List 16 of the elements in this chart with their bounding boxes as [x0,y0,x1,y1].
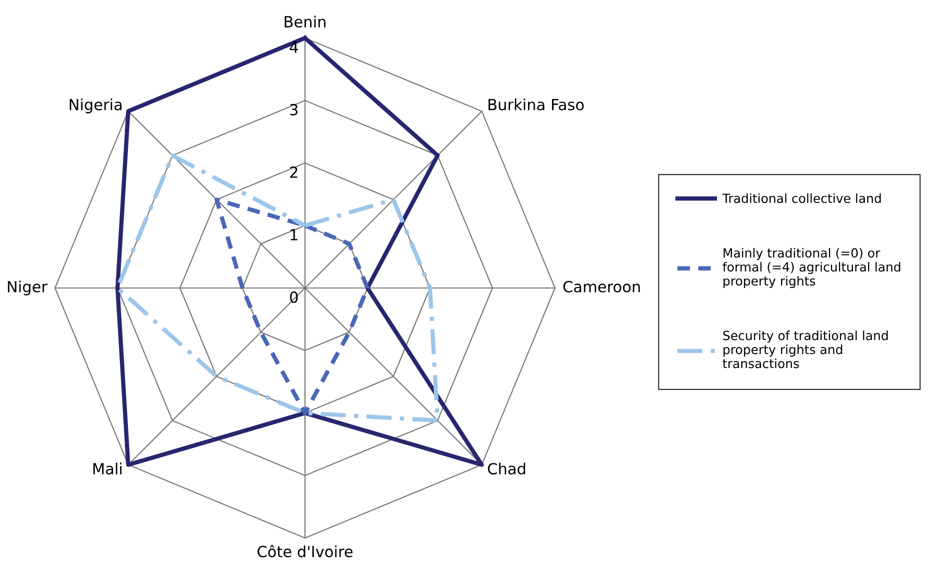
spoke-label: Burkina Faso [488,98,584,110]
legend-label: Traditional collective land [722,193,881,204]
spoke-label: Chad [488,462,526,475]
spoke-label: Benin [284,16,326,28]
y-tick-label: 1 [290,229,298,240]
legend-label: Security of traditional land property rights and transactions [722,330,888,368]
spoke-label: Côte d'Ivoire [258,544,352,558]
y-tick-label: 4 [290,42,298,53]
y-tick-label: 2 [290,166,298,178]
spoke-label: Niger [8,280,48,296]
y-tick-label: 3 [290,104,298,116]
y-tick-label: 0 [290,291,298,303]
spoke-label: Cameroon [563,280,640,292]
spoke-label: Nigeria [70,98,122,114]
spoke-label: Mali [93,462,122,475]
legend-label: Mainly traditional (=0) or formal (=4) agricultural land property rights [722,248,900,288]
